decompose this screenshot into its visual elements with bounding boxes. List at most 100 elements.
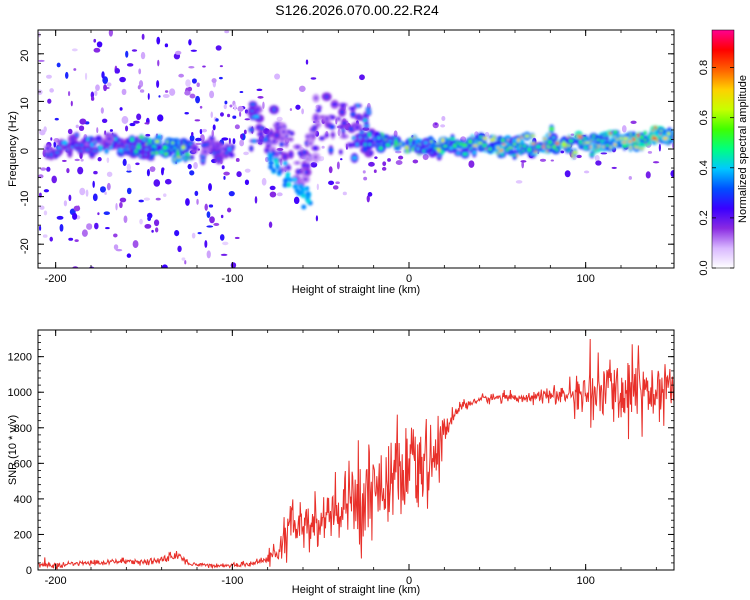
heatmap-speckle	[39, 205, 45, 210]
heatmap-speckle	[61, 159, 67, 162]
heatmap-speckle	[301, 108, 304, 115]
heatmap-blob-core	[286, 130, 291, 134]
heatmap-speckle	[126, 187, 132, 195]
x-tick-label: -100	[221, 273, 243, 285]
heatmap-speckle	[106, 182, 111, 191]
y-tick-label: 200	[14, 529, 32, 541]
heatmap-speckle	[295, 104, 301, 110]
heatmap-speckle	[77, 166, 84, 175]
heatmap-speckle	[157, 114, 164, 122]
snr-panel: -200 -100 0 100 0 200 400 600 800 1000 1200 Heigh…	[7, 329, 675, 596]
heatmap-blob-core	[209, 136, 214, 140]
heatmap-speckle	[56, 62, 61, 68]
heatmap-speckle	[94, 222, 99, 230]
heatmap-blob-core	[154, 139, 160, 144]
heatmap-blob-core	[482, 136, 487, 141]
heatmap-speckle	[138, 68, 142, 75]
heatmap-speckle	[56, 215, 64, 220]
heatmap-blob-core	[437, 154, 442, 158]
heatmap-blob-core	[562, 139, 565, 143]
heatmap-blob-core	[301, 164, 308, 167]
snr-x-ticks: -200 -100 0 100	[45, 330, 657, 587]
heatmap-blob-core	[272, 107, 276, 112]
heatmap-blob-core	[404, 145, 410, 150]
heatmap-blob-core	[68, 151, 71, 156]
heatmap-streak	[268, 154, 274, 160]
heatmap-speckle	[67, 128, 73, 135]
heatmap-speckle	[434, 122, 438, 126]
heatmap-speckle	[184, 260, 187, 265]
heatmap-speckle	[135, 162, 140, 166]
heatmap-speckle	[39, 129, 46, 136]
heatmap-blob-core	[144, 152, 147, 157]
heatmap-blob-core	[85, 148, 90, 151]
heatmap-speckle	[213, 273, 219, 281]
heatmap-speckle	[219, 14, 222, 21]
heatmap-blob-core	[275, 152, 279, 156]
heatmap-speckle	[336, 161, 340, 170]
heatmap-blob-core	[306, 157, 309, 161]
heatmap-speckle	[185, 198, 190, 206]
heatmap-speckle	[342, 191, 347, 196]
heatmap-speckle	[115, 202, 118, 211]
heatmap-blob-core	[122, 147, 128, 151]
heatmap-speckle	[79, 187, 86, 196]
heatmap-blob-core	[304, 170, 309, 174]
heatmap-blob-core	[517, 138, 520, 143]
heatmap-blob-core	[357, 114, 360, 120]
heatmap-blob-core	[315, 109, 322, 113]
heatmap-speckle	[310, 161, 318, 168]
heatmap-speckle	[63, 200, 68, 207]
heatmap-blob-core	[363, 118, 367, 122]
heatmap-speckle	[138, 199, 144, 203]
heatmap-blob-core	[212, 152, 216, 155]
heatmap-speckle	[220, 253, 228, 256]
heatmap-speckle	[208, 204, 214, 208]
heatmap-speckle	[213, 222, 220, 226]
heatmap-speckle	[62, 10, 67, 17]
colorbar-tick-label: 0.2	[698, 210, 710, 225]
heatmap-blob-core	[324, 95, 329, 99]
x-tick-label: 100	[576, 575, 594, 587]
heatmap-speckle	[146, 168, 150, 177]
heatmap-speckle	[113, 244, 119, 250]
heatmap-speckle	[521, 160, 525, 169]
heatmap-blob-core	[561, 141, 567, 147]
heatmap-blob-core	[275, 122, 280, 127]
heatmap-blob-core	[551, 136, 556, 139]
heatmap-speckle	[274, 73, 281, 80]
heatmap-blob-core	[104, 148, 109, 154]
heatmap-blob-core	[206, 142, 209, 146]
heatmap-speckle	[204, 203, 208, 211]
heatmap-blob-core	[350, 112, 356, 117]
heatmap-speckle	[221, 165, 225, 170]
heatmap-blob-core	[325, 116, 329, 121]
spectrogram-x-ticks: -200 -100 0 100	[45, 30, 657, 285]
heatmap-speckle	[187, 163, 192, 170]
heatmap-speckle	[215, 45, 222, 51]
heatmap-blob-core	[443, 144, 448, 148]
heatmap-speckle	[119, 201, 123, 209]
heatmap-speckle	[335, 181, 340, 185]
heatmap-blob-core	[274, 133, 279, 138]
heatmap-blob-core	[352, 136, 356, 140]
heatmap-speckle	[594, 154, 600, 162]
heatmap-blob-core	[171, 141, 175, 145]
heatmap-speckle	[206, 250, 211, 259]
heatmap-speckle	[398, 155, 404, 160]
heatmap-speckle	[223, 175, 226, 180]
heatmap-blob-core	[468, 139, 473, 144]
heatmap-speckle	[47, 98, 52, 104]
heatmap-speckle	[163, 193, 167, 197]
heatmap-speckle	[218, 76, 223, 80]
heatmap-speckle	[115, 248, 123, 252]
heatmap-blob-core	[260, 126, 264, 131]
heatmap-speckle	[169, 88, 176, 96]
heatmap-speckle	[97, 212, 100, 216]
heatmap-speckle	[196, 82, 200, 88]
heatmap-speckle	[387, 158, 391, 162]
heatmap-blob-core	[302, 150, 307, 155]
heatmap-blob-core	[272, 151, 276, 156]
heatmap-blob-core	[605, 144, 610, 147]
heatmap-speckle	[670, 169, 674, 178]
